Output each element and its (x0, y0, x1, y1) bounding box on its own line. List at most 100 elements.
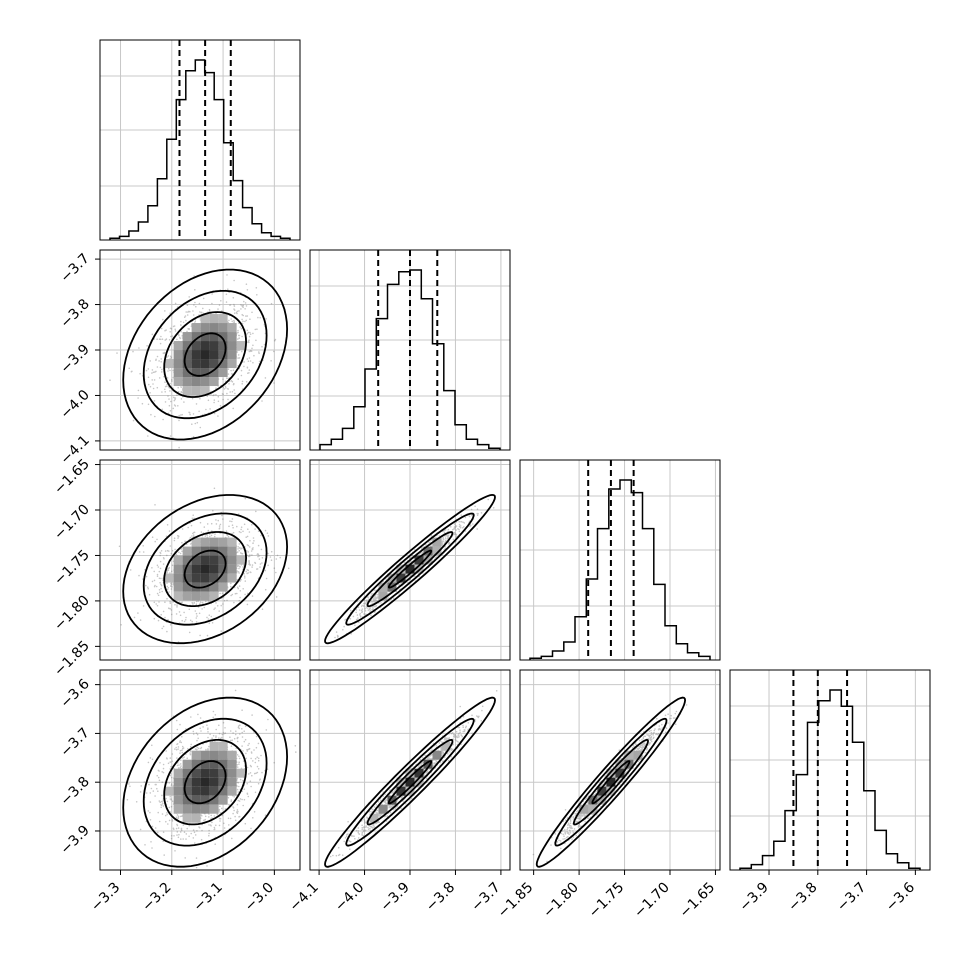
panel-frame (519, 669, 721, 871)
contour-line (535, 696, 687, 868)
x-tick-label: −3.6 (883, 879, 918, 914)
panel-frame (99, 669, 301, 871)
density-cell (209, 564, 219, 574)
density-cell (191, 359, 201, 369)
histogram-steps (109, 59, 291, 240)
density-cell (191, 368, 201, 378)
density-cell (218, 350, 228, 360)
density-cell (182, 795, 192, 805)
density-cell (191, 350, 201, 360)
density-cell (173, 582, 183, 592)
histogram-steps (529, 479, 711, 660)
density-cell (606, 777, 616, 787)
y-tick-label: −1.85 (51, 638, 93, 680)
x-tick-label: −3.1 (191, 880, 226, 915)
y-tick-label: −3.7 (57, 251, 92, 286)
density-cell (414, 768, 424, 778)
density-cell (200, 537, 210, 547)
histogram-0 (99, 39, 301, 241)
density-cell (209, 368, 219, 378)
density-cell (173, 350, 183, 360)
density-cell (405, 564, 415, 574)
density-cell (182, 546, 192, 556)
density-cell (200, 323, 210, 333)
density-cell (173, 768, 183, 778)
contour-line (387, 549, 433, 589)
density-cell (218, 564, 228, 574)
density-cell (624, 750, 634, 760)
contour-line (554, 717, 668, 847)
density-cell (423, 555, 433, 565)
contour-line (366, 531, 454, 608)
density-cell (218, 323, 228, 333)
density-cell (227, 750, 237, 760)
density-cell (191, 377, 201, 387)
density-cell (209, 768, 219, 778)
density-cell (432, 537, 442, 547)
density-cell (218, 332, 228, 342)
density-cell (597, 795, 607, 805)
x-tick-label: −3.8 (423, 880, 458, 915)
density-cell (227, 786, 237, 796)
density-cell (218, 795, 228, 805)
density-cell (191, 386, 201, 396)
density-cell (191, 537, 201, 547)
y-tick-label: −3.9 (57, 342, 92, 377)
density-cell (227, 537, 237, 547)
density-cell (182, 804, 192, 814)
contour-line (163, 531, 248, 607)
contour-line (183, 760, 227, 805)
y-tick-label: −4.0 (57, 387, 92, 422)
histogram-steps (739, 689, 921, 870)
y-tick-label: −3.7 (57, 725, 92, 760)
density-cell (200, 573, 210, 583)
density-cell (579, 804, 589, 814)
contour-line (183, 332, 227, 377)
density-cell (597, 786, 607, 796)
panel-content (324, 493, 496, 645)
contour-line (122, 696, 289, 868)
density-cell (209, 332, 219, 342)
contour-line (324, 493, 496, 645)
density-cell (396, 786, 406, 796)
density-cell (218, 582, 228, 592)
density-cell (441, 741, 451, 751)
contour-line (591, 760, 631, 805)
density-cell (227, 332, 237, 342)
density-cell (209, 759, 219, 769)
panel-2-1 (309, 459, 511, 661)
density-cell (200, 350, 210, 360)
density-cell (414, 555, 424, 565)
density-cell (182, 813, 192, 823)
density-cell (200, 341, 210, 351)
density-cell (209, 582, 219, 592)
density-cell (218, 314, 228, 324)
density-cell (209, 786, 219, 796)
density-cell (387, 795, 397, 805)
density-cell (615, 768, 625, 778)
density-cell (218, 546, 228, 556)
histogram-3 (729, 669, 931, 871)
density-cell (191, 555, 201, 565)
x-tick-label: −1.80 (540, 880, 582, 922)
density-cell (227, 359, 237, 369)
density-cell (182, 359, 192, 369)
contour-line (366, 738, 454, 826)
panel-frame (309, 249, 511, 451)
density-cell (432, 750, 442, 760)
density-cell (173, 377, 183, 387)
x-tick-label: −3.7 (834, 880, 869, 915)
contour-line (122, 268, 289, 441)
density-cell (405, 786, 415, 796)
density-cell (209, 555, 219, 565)
density-cell (200, 377, 210, 387)
x-tick-label: −3.2 (139, 880, 174, 915)
y-tick-label: −3.8 (57, 774, 92, 809)
x-tick-label: −3.9 (377, 880, 412, 915)
contour-line (324, 696, 496, 868)
density-cell (236, 555, 246, 565)
density-cell (218, 573, 228, 583)
panel-frame (519, 459, 721, 661)
density-cell (227, 350, 237, 360)
